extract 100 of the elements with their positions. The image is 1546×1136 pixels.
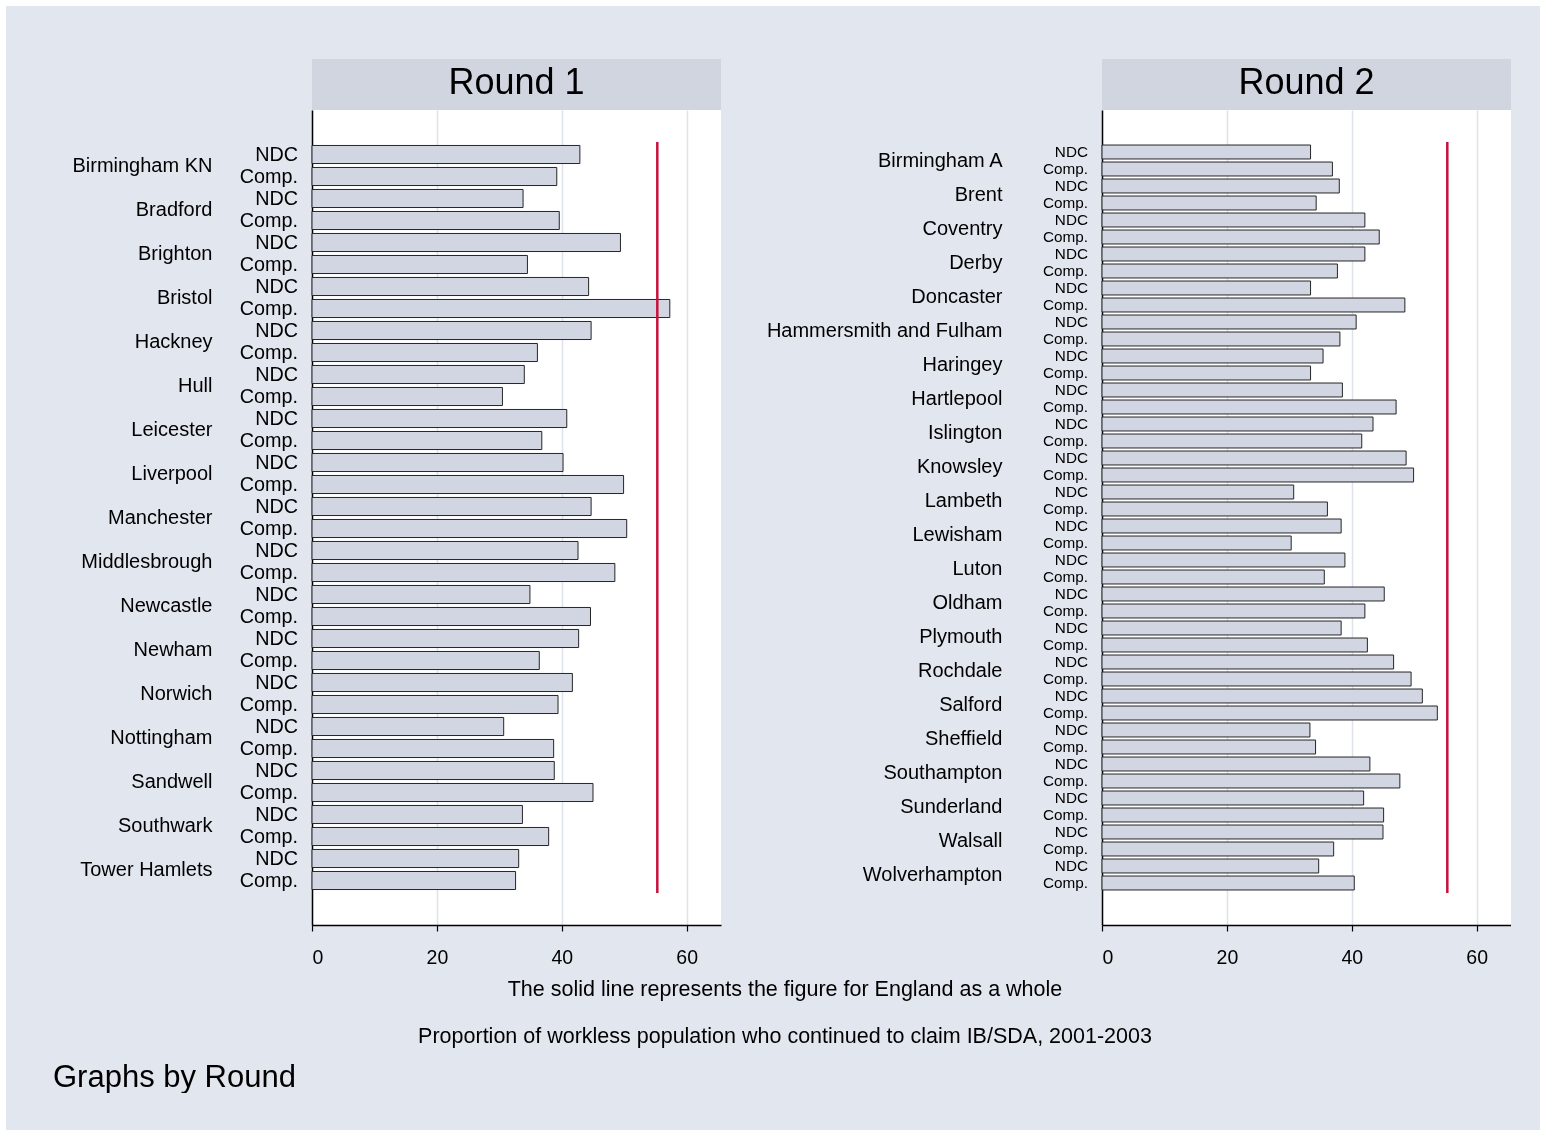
y-tick-label: Lambeth [924, 488, 1003, 511]
y-tick-label: Tower Hamlets [80, 857, 213, 880]
text: NDC [1054, 619, 1088, 636]
text: NDC [1054, 415, 1088, 432]
text: NDC [1054, 653, 1088, 670]
text: Comp. [239, 428, 298, 451]
x-tick-label: 0 [1102, 945, 1114, 968]
text: NDC [1054, 449, 1088, 466]
y-tick-label: Birmingham KN [72, 153, 213, 176]
y-tick-label: Hackney [134, 329, 213, 352]
y-tick-label: Sheffield [925, 726, 1003, 749]
y-tick-label: Hartlepool [911, 386, 1003, 409]
text: NDC [255, 494, 298, 517]
text: NDC [255, 802, 298, 825]
text: Comp. [1042, 228, 1088, 245]
text: Comp. [1042, 568, 1088, 585]
text: Comp. [239, 340, 298, 363]
text: Comp. [1042, 262, 1088, 279]
x-tick-label: 20 [1216, 945, 1239, 968]
y-tick-label: Plymouth [919, 624, 1003, 647]
y-tick-label: Birmingham A [878, 148, 1004, 171]
text: NDC [1054, 279, 1088, 296]
text: NDC [1054, 347, 1088, 364]
y-tick-label: Islington [928, 420, 1003, 443]
text: NDC [255, 758, 298, 781]
text: Comp. [239, 384, 298, 407]
text: NDC [255, 318, 298, 341]
text: Comp. [239, 692, 298, 715]
text: The solid line represents the figure for England as a whole [507, 977, 1063, 1001]
text: Comp. [1042, 602, 1088, 619]
y-tick-label: Salford [939, 692, 1003, 715]
text: NDC [255, 670, 298, 693]
text: Comp. [1042, 432, 1088, 449]
text: Comp. [1042, 364, 1088, 381]
text: Comp. [1042, 398, 1088, 415]
text: NDC [1054, 823, 1088, 840]
series-label: NDC [1054, 143, 1088, 160]
text: NDC [1054, 585, 1088, 602]
chart-title: Round 2 [1238, 60, 1375, 102]
y-tick-label: Brent [954, 182, 1003, 205]
text: Comp. [239, 604, 298, 627]
text: Comp. [1042, 670, 1088, 687]
text: Comp. [1042, 874, 1088, 891]
text: NDC [255, 582, 298, 605]
chart-title: Round 1 [448, 60, 585, 102]
text: NDC [255, 406, 298, 429]
text: Comp. [239, 252, 298, 275]
y-tick-label: Oldham [932, 590, 1003, 613]
text: NDC [255, 362, 298, 385]
y-tick-label: Liverpool [131, 461, 213, 484]
y-tick-label: Lewisham [912, 522, 1003, 545]
y-tick-label: Manchester [108, 505, 213, 528]
text: Comp. [1042, 500, 1088, 517]
text: Graphs by Round [53, 1059, 296, 1094]
x-tick-label: 20 [426, 945, 449, 968]
text: Comp. [1042, 738, 1088, 755]
text: Comp. [1042, 534, 1088, 551]
text: NDC [1054, 177, 1088, 194]
text: Comp. [1042, 330, 1088, 347]
text: Comp. [239, 736, 298, 759]
text: NDC [255, 538, 298, 561]
x-tick-label: 40 [551, 945, 574, 968]
text: NDC [255, 450, 298, 473]
x-tick-label: 0 [312, 945, 324, 968]
text: NDC [255, 186, 298, 209]
text: Comp. [239, 824, 298, 847]
y-tick-label: Sandwell [131, 769, 213, 792]
y-tick-label: Walsall [938, 828, 1003, 851]
text: Comp. [239, 472, 298, 495]
series-label: Comp. [239, 164, 298, 187]
y-tick-label: Sunderland [900, 794, 1003, 817]
text: NDC [1054, 245, 1088, 262]
text: NDC [1054, 551, 1088, 568]
text: Comp. [239, 648, 298, 671]
text: Comp. [1042, 840, 1088, 857]
text: Comp. [1042, 466, 1088, 483]
text: NDC [1054, 381, 1088, 398]
text: NDC [1054, 483, 1088, 500]
text: Comp. [239, 296, 298, 319]
text: NDC [255, 274, 298, 297]
text: NDC [1054, 211, 1088, 228]
y-tick-label: Rochdale [917, 658, 1003, 681]
text: NDC [255, 626, 298, 649]
text: Comp. [1042, 636, 1088, 653]
text: Comp. [1042, 194, 1088, 211]
text: NDC [1054, 721, 1088, 738]
text: Comp. [1042, 772, 1088, 789]
x-tick-label: 40 [1341, 945, 1364, 968]
text: NDC [1054, 857, 1088, 874]
text: NDC [1054, 755, 1088, 772]
y-tick-label: Doncaster [911, 284, 1003, 307]
text: Comp. [1042, 704, 1088, 721]
text: NDC [1054, 517, 1088, 534]
y-tick-label: Bradford [135, 197, 213, 220]
y-tick-label: Norwich [140, 681, 213, 704]
y-tick-label: Leicester [131, 417, 213, 440]
text: Comp. [239, 560, 298, 583]
y-tick-label: Brighton [138, 241, 213, 264]
series-label: NDC [255, 142, 298, 165]
y-tick-label: Nottingham [110, 725, 213, 748]
